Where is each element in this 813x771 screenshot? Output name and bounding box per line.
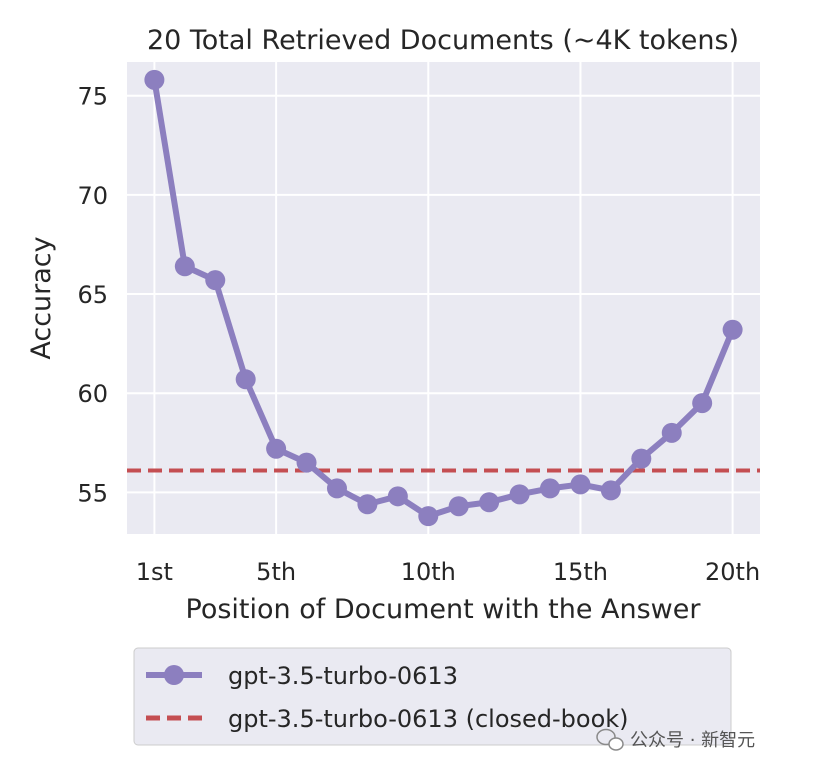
data-point-1	[144, 69, 165, 90]
data-point-11	[448, 496, 469, 517]
x-tick-label-1: 1st	[136, 558, 173, 586]
y-tick-label-3: 65	[77, 281, 108, 309]
legend: gpt-3.5-turbo-0613 gpt-3.5-turbo-0613 (c…	[133, 647, 732, 746]
y-tick-labels: 55 60 65 70 75	[77, 83, 108, 508]
x-tick-label-4: 15th	[553, 558, 608, 586]
data-point-8	[357, 494, 378, 515]
x-tick-label-2: 5th	[256, 558, 296, 586]
legend-marker-series	[164, 665, 184, 685]
x-tick-label-5: 20th	[705, 558, 760, 586]
chart-title: 20 Total Retrieved Documents (~4K tokens…	[147, 25, 739, 56]
plot-background	[127, 62, 760, 534]
data-point-18	[661, 422, 682, 443]
data-point-3	[205, 270, 226, 291]
x-tick-label-3: 10th	[401, 558, 456, 586]
data-point-7	[326, 478, 347, 499]
data-point-19	[692, 393, 713, 414]
y-tick-label-1: 55	[77, 479, 108, 507]
data-point-14	[540, 478, 561, 499]
y-axis-label: Accuracy	[26, 236, 57, 359]
data-point-2	[174, 256, 195, 277]
grid-lines	[127, 62, 760, 534]
data-point-16	[600, 480, 621, 501]
wechat-icon	[596, 728, 624, 751]
legend-label-reference: gpt-3.5-turbo-0613 (closed-book)	[228, 705, 629, 733]
data-point-15	[570, 474, 591, 495]
data-point-20	[722, 319, 743, 340]
data-point-5	[266, 438, 287, 459]
watermark-text: 公众号 · 新智元	[630, 730, 755, 751]
data-point-13	[509, 484, 530, 505]
x-axis-label: Position of Document with the Answer	[186, 594, 702, 625]
data-point-6	[296, 452, 317, 473]
watermark: 公众号 · 新智元	[596, 728, 755, 751]
data-point-9	[387, 486, 408, 507]
x-tick-labels: 1st 5th 10th 15th 20th	[136, 558, 760, 586]
y-tick-label-2: 60	[77, 380, 108, 408]
legend-box	[133, 647, 732, 746]
data-point-17	[631, 448, 652, 469]
data-point-10	[418, 506, 439, 527]
series-group	[144, 69, 743, 527]
y-tick-label-4: 70	[77, 182, 108, 210]
legend-label-series: gpt-3.5-turbo-0613	[228, 662, 458, 690]
data-point-4	[235, 369, 256, 390]
data-point-12	[479, 492, 500, 513]
y-tick-label-5: 75	[77, 83, 108, 111]
